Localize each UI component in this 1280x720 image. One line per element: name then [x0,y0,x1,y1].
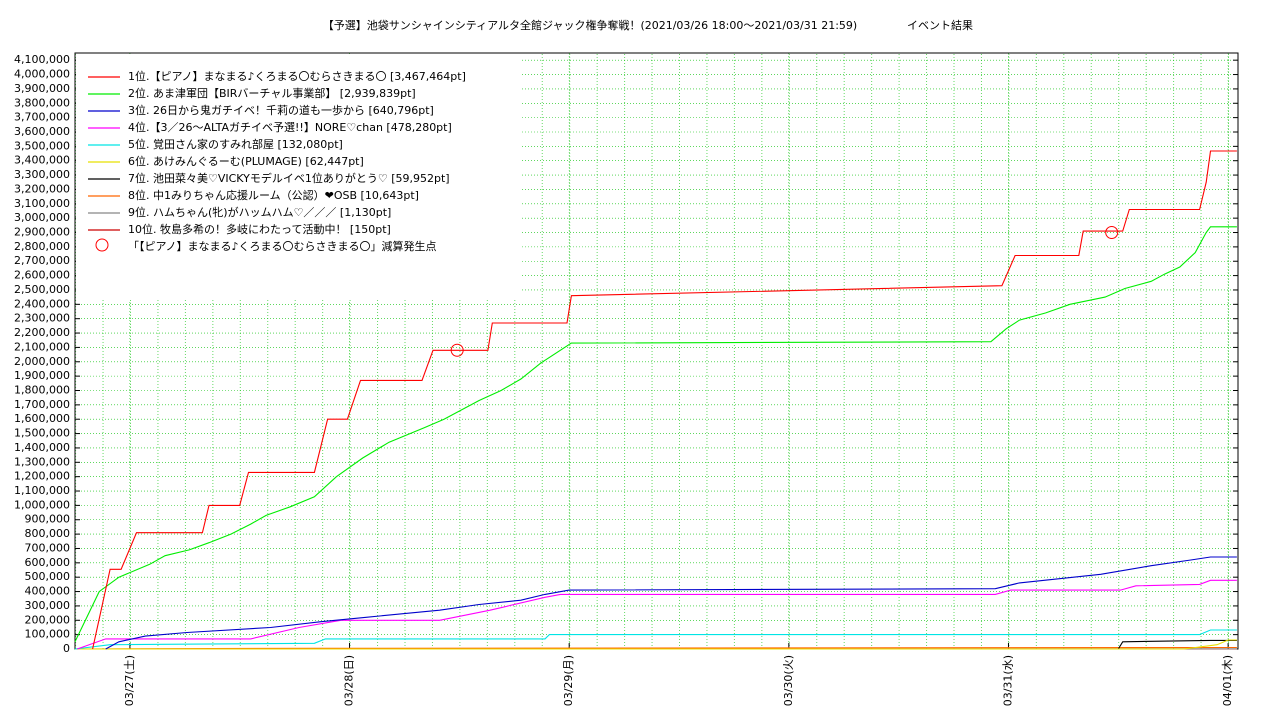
y-tick-label: 4,000,000 [14,68,70,81]
marker-point [1105,226,1119,240]
y-tick-label: 300,000 [25,599,71,612]
y-tick-label: 600,000 [25,556,71,569]
y-tick-label: 2,300,000 [14,312,70,325]
y-tick-label: 1,900,000 [14,369,70,382]
y-tick-label: 2,200,000 [14,326,70,339]
legend-label: 「【ピアノ】まなまる♪くろまる〇むらさきまる〇」減算発生点 [128,239,437,253]
y-tick-label: 500,000 [25,570,71,583]
y-tick-label: 1,500,000 [14,427,70,440]
y-tick-label: 3,600,000 [14,125,70,138]
y-tick-label: 2,600,000 [14,269,70,282]
y-tick-label: 3,800,000 [14,96,70,109]
y-tick-label: 700,000 [25,541,71,554]
legend-label: 4位.【3／26〜ALTAガチイベ予選!!】NORE♡chan [478,280… [128,120,452,134]
y-tick-label: 1,000,000 [14,498,70,511]
y-tick-label: 3,000,000 [14,211,70,224]
x-tick-label: 03/28(日) [343,655,356,706]
y-tick-label: 3,900,000 [14,82,70,95]
y-tick-label: 3,100,000 [14,197,70,210]
series-line [92,150,1237,650]
y-tick-label: 1,800,000 [14,383,70,396]
series-line [74,629,1237,650]
y-tick-label: 1,700,000 [14,398,70,411]
y-tick-label: 3,200,000 [14,182,70,195]
y-tick-label: 1,100,000 [14,484,70,497]
y-tick-label: 2,800,000 [14,240,70,253]
y-tick-label: 3,500,000 [14,139,70,152]
legend-label: 8位. 中1みりちゃん応援ルーム（公認）❤OSB [10,643pt] [128,188,419,202]
series-line [77,579,1237,650]
y-tick-label: 0 [63,642,70,655]
y-tick-label: 400,000 [25,585,71,598]
chart-subtitle: イベント結果 [907,18,973,32]
y-tick-label: 4,100,000 [14,53,70,66]
legend-label: 9位. ハムちゃん(牝)がハッムハム♡／／／ [1,130pt] [128,205,391,219]
legend-label: 10位. 牧島多希の！多岐にわたって活動中！ [150pt] [128,222,391,236]
y-tick-label: 1,600,000 [14,412,70,425]
y-tick-label: 3,400,000 [14,154,70,167]
y-tick-label: 1,200,000 [14,470,70,483]
legend-label: 6位. あけみんぐるーむ(PLUMAGE) [62,447pt] [128,154,364,168]
x-tick-label: 03/29(月) [562,655,575,706]
series-line [74,226,1237,643]
y-tick-label: 2,400,000 [14,297,70,310]
legend-marker [95,238,109,252]
y-tick-label: 900,000 [25,513,71,526]
y-tick-label: 2,900,000 [14,226,70,239]
y-tick-label: 800,000 [25,527,71,540]
series-line [75,639,1237,650]
y-tick-label: 2,000,000 [14,355,70,368]
marker-point [450,343,464,357]
y-tick-label: 2,100,000 [14,340,70,353]
legend-label: 3位. 26日から鬼ガチイベ！千莉の道も一歩から [640,796pt] [128,103,434,117]
legend-box [76,54,521,300]
legend-label: 7位. 池田菜々美♡VICKYモデルイベ1位ありがとう♡ [59,952pt] [128,171,450,185]
x-tick-label: 04/01(木) [1221,655,1234,706]
legend-label: 5位. 覚田さん家のすみれ部屋 [132,080pt] [128,137,343,151]
y-tick-label: 1,300,000 [14,455,70,468]
legend-label: 1位.【ピアノ】まなまる♪くろまる〇むらさきまる〇 [3,467,464pt] [128,69,466,83]
y-tick-label: 2,700,000 [14,254,70,267]
y-tick-label: 200,000 [25,613,71,626]
x-tick-label: 03/27(土) [123,655,136,706]
series-line [105,556,1237,650]
y-tick-label: 3,300,000 [14,168,70,181]
y-tick-label: 1,400,000 [14,441,70,454]
y-tick-label: 100,000 [25,628,71,641]
x-tick-label: 03/31(水) [1001,655,1014,706]
y-tick-label: 2,500,000 [14,283,70,296]
legend-label: 2位. あま津軍団【BIRバーチャル事業部】 [2,939,839pt] [128,86,416,100]
y-tick-label: 3,700,000 [14,111,70,124]
chart-title: 【予選】池袋サンシャインシティアルタ全館ジャック権争奪戦！(2021/03/26… [323,18,857,32]
x-tick-label: 03/30(火) [782,655,795,706]
